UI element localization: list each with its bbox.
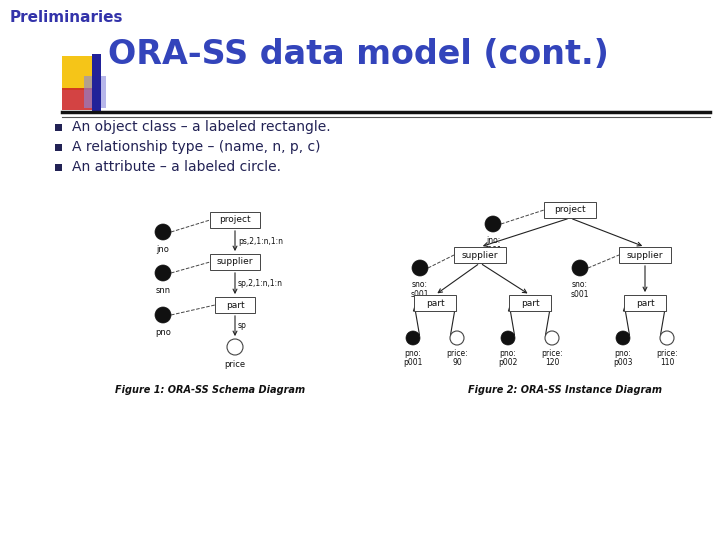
- Text: pno:
p002: pno: p002: [498, 349, 518, 367]
- Text: price:
110: price: 110: [656, 349, 678, 367]
- Text: project: project: [219, 215, 251, 225]
- FancyBboxPatch shape: [55, 124, 62, 131]
- Text: A relationship type – (name, n, p, c): A relationship type – (name, n, p, c): [72, 140, 320, 154]
- Text: part: part: [426, 299, 444, 307]
- Circle shape: [227, 339, 243, 355]
- Bar: [215, 297, 255, 313]
- Circle shape: [155, 307, 171, 323]
- Bar: [414, 295, 456, 311]
- FancyBboxPatch shape: [55, 144, 62, 151]
- Text: supplier: supplier: [462, 251, 498, 260]
- Text: price: price: [225, 360, 246, 369]
- Circle shape: [406, 331, 420, 345]
- Circle shape: [155, 224, 171, 240]
- Circle shape: [412, 260, 428, 276]
- Text: sp: sp: [238, 321, 247, 330]
- Circle shape: [572, 260, 588, 276]
- Circle shape: [616, 331, 630, 345]
- Text: An object class – a labeled rectangle.: An object class – a labeled rectangle.: [72, 120, 330, 134]
- Text: part: part: [225, 300, 244, 309]
- Bar: [210, 212, 260, 228]
- Text: jno: jno: [156, 245, 169, 254]
- Text: Preliminaries: Preliminaries: [10, 10, 124, 25]
- Circle shape: [545, 331, 559, 345]
- Circle shape: [660, 331, 674, 345]
- FancyBboxPatch shape: [84, 76, 106, 108]
- FancyBboxPatch shape: [55, 164, 62, 171]
- Bar: [544, 202, 596, 218]
- Text: Figure 1: ORA-SS Schema Diagram: Figure 1: ORA-SS Schema Diagram: [115, 385, 305, 395]
- Text: sno:
s001: sno: s001: [571, 280, 589, 299]
- Bar: [454, 247, 506, 263]
- Text: pno: pno: [155, 328, 171, 337]
- Text: snn: snn: [156, 286, 171, 295]
- Text: pno:
p001: pno: p001: [403, 349, 423, 367]
- FancyBboxPatch shape: [92, 54, 101, 112]
- Text: sp,2,1:n,1:n: sp,2,1:n,1:n: [238, 279, 283, 288]
- FancyBboxPatch shape: [62, 88, 92, 110]
- Text: pno:
p003: pno: p003: [613, 349, 633, 367]
- Bar: [619, 247, 671, 263]
- Text: part: part: [521, 299, 539, 307]
- Text: price:
90: price: 90: [446, 349, 468, 367]
- FancyBboxPatch shape: [62, 56, 96, 90]
- Text: ps,2,1:n,1:n: ps,2,1:n,1:n: [238, 237, 283, 246]
- Text: ORA-SS data model (cont.): ORA-SS data model (cont.): [108, 37, 609, 71]
- Circle shape: [485, 216, 501, 232]
- Text: supplier: supplier: [217, 258, 253, 267]
- Text: project: project: [554, 206, 586, 214]
- Circle shape: [450, 331, 464, 345]
- Text: An attribute – a labeled circle.: An attribute – a labeled circle.: [72, 160, 281, 174]
- Text: Figure 2: ORA-SS Instance Diagram: Figure 2: ORA-SS Instance Diagram: [468, 385, 662, 395]
- Bar: [210, 254, 260, 270]
- Bar: [624, 295, 666, 311]
- Text: sno:
s001: sno: s001: [410, 280, 429, 299]
- Text: jno:
j001: jno: j001: [485, 236, 501, 255]
- Circle shape: [155, 265, 171, 281]
- Bar: [509, 295, 551, 311]
- Circle shape: [501, 331, 515, 345]
- Text: part: part: [636, 299, 654, 307]
- Text: price:
120: price: 120: [541, 349, 563, 367]
- Text: supplier: supplier: [626, 251, 663, 260]
